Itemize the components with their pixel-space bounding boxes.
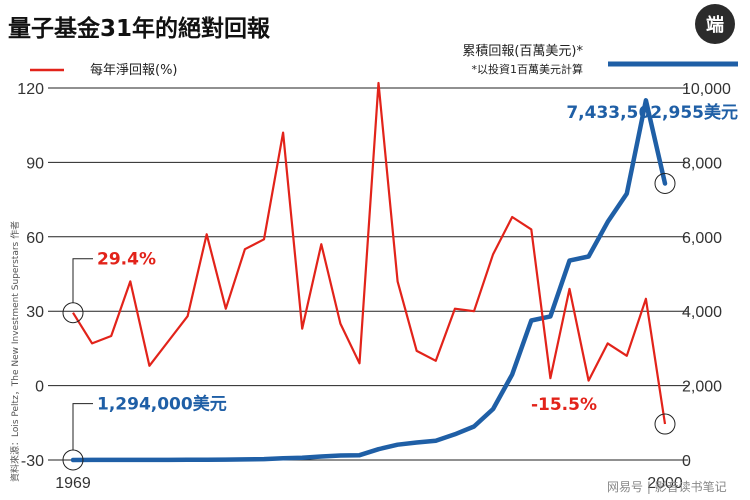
left-tick-label: 90 <box>26 155 44 172</box>
x-tick-label: 2000 <box>647 475 683 492</box>
right-tick-label: 6,000 <box>682 230 722 247</box>
leader-first-annual <box>72 258 93 303</box>
leader-first-cumulative <box>72 403 93 450</box>
left-tick-label: 60 <box>26 230 44 247</box>
series-line-cumulative <box>70 98 668 463</box>
right-tick-label: 0 <box>682 453 691 470</box>
right-tick-label: 4,000 <box>682 304 722 321</box>
right-tick-label: 8,000 <box>682 155 722 172</box>
marker-first-annual <box>62 302 84 324</box>
x-axis-ticks: 1969 2000 <box>55 475 683 492</box>
annotations: 29.4% 1,294,000美元 -15.5% 7,433,562,955美元 <box>72 102 738 450</box>
endpoint-markers <box>62 172 676 471</box>
left-tick-label: -30 <box>21 453 44 470</box>
left-axis-ticks: -30 0 30 60 90 120 <box>17 81 44 470</box>
right-tick-label: 10,000 <box>682 81 731 98</box>
left-tick-label: 0 <box>35 379 44 396</box>
series-lines <box>70 81 668 463</box>
legend-label-annual: 每年淨回報(%) <box>90 62 178 78</box>
source-note: 資料來源：Lois Peltz，The New Investment Super… <box>9 221 21 482</box>
annotation-last-annual: -15.5% <box>531 395 597 415</box>
left-tick-label: 120 <box>17 81 44 98</box>
legend-note-cumulative: *以投資1百萬美元計算 <box>472 62 584 76</box>
annotation-first-cumulative: 1,294,000美元 <box>97 394 227 415</box>
logo-text: 端 <box>706 15 724 36</box>
chart-title: 量子基金31年的絕對回報 <box>8 15 271 42</box>
legend-annual: 每年淨回報(%) <box>30 62 178 78</box>
right-axis-ticks: 0 2,000 4,000 6,000 8,000 10,000 <box>682 81 731 470</box>
annotation-last-cumulative: 7,433,562,955美元 <box>566 102 738 123</box>
watermark: 网易号 | 影音读书笔记 <box>607 479 727 494</box>
legend-label-cumulative: 累積回報(百萬美元)* <box>462 44 583 59</box>
marker-last-cumulative <box>654 172 676 194</box>
legend-cumulative: 累積回報(百萬美元)* *以投資1百萬美元計算 <box>462 44 738 76</box>
x-tick-label: 1969 <box>55 475 91 492</box>
marker-last-annual <box>654 413 676 435</box>
left-tick-label: 30 <box>26 304 44 321</box>
annotation-first-annual: 29.4% <box>97 250 156 270</box>
logo: 端 <box>695 4 735 44</box>
right-tick-label: 2,000 <box>682 379 722 396</box>
series-line-annual <box>72 81 667 425</box>
